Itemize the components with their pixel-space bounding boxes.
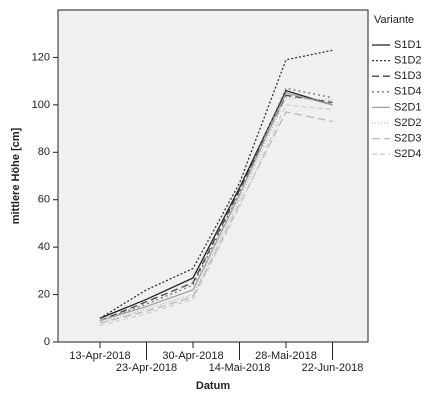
series-line — [99, 111, 333, 324]
series-line — [99, 97, 333, 324]
y-tick-label: 20 — [38, 288, 50, 300]
legend-label: S2D4 — [394, 148, 422, 160]
x-tick-label: 30-Apr-2018 — [162, 350, 223, 362]
y-tick-label: 40 — [38, 241, 50, 253]
y-tick-label: 60 — [38, 194, 50, 206]
x-tick-label: 13-Apr-2018 — [69, 350, 130, 362]
y-axis-label: mittlere Höhe [cm] — [10, 127, 22, 224]
series-line — [99, 49, 333, 319]
x-tick-label: 23-Apr-2018 — [116, 362, 177, 374]
plot-area — [57, 9, 369, 343]
legend-label: S2D2 — [394, 117, 422, 129]
legend-label: S2D1 — [394, 101, 422, 113]
x-tick-label: 28-Mai-2018 — [255, 350, 317, 362]
y-tick-label: 120 — [32, 51, 50, 63]
series-line — [99, 92, 333, 322]
y-tick-label: 100 — [32, 99, 50, 111]
series-line — [99, 89, 333, 319]
legend-label: S1D2 — [394, 55, 422, 67]
legend-label: S1D4 — [394, 86, 422, 98]
x-tick-label: 14-Mai-2018 — [209, 362, 271, 374]
y-tick-label: 0 — [44, 336, 50, 348]
legend-label: S1D3 — [394, 70, 422, 82]
series-line — [99, 87, 333, 322]
legend-title: Variante — [374, 14, 414, 26]
x-tick-label: 22-Jun-2018 — [302, 362, 364, 374]
y-tick-label: 80 — [38, 146, 50, 158]
x-axis-label: Datum — [196, 380, 230, 392]
series-line — [99, 104, 333, 327]
legend-label: S2D3 — [394, 133, 422, 145]
legend-label: S1D1 — [394, 39, 422, 51]
